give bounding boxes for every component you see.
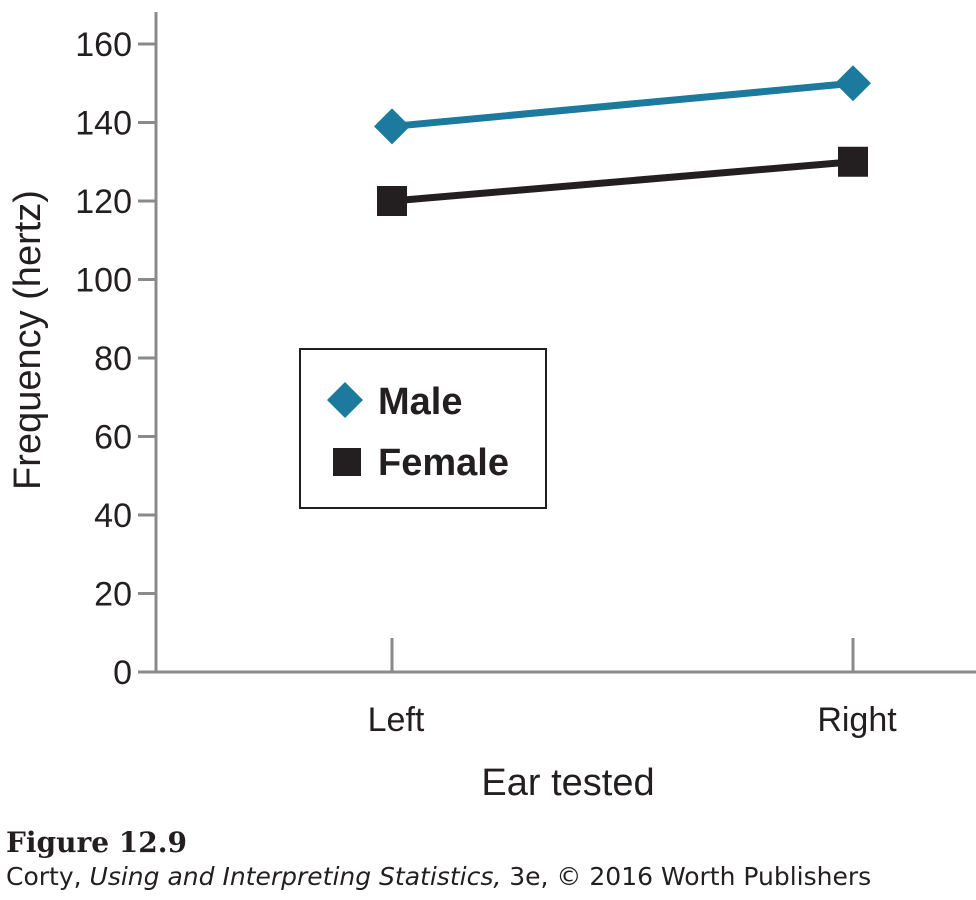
x-axis: Left Right xyxy=(138,638,976,739)
point-female-right xyxy=(838,146,868,177)
x-tick-label-right: Right xyxy=(817,701,897,739)
x-axis-title: Ear tested xyxy=(481,762,654,804)
series-line-female xyxy=(391,158,854,205)
y-tick-label-140: 140 xyxy=(75,105,132,143)
credit-author: Corty, xyxy=(6,862,82,891)
y-tick-label-100: 100 xyxy=(75,262,132,300)
y-axis-title: Frequency (hertz) xyxy=(7,190,49,490)
legend-marker-female-square xyxy=(333,448,361,476)
legend-label-female: Female xyxy=(378,442,509,484)
credit-book-title: Using and Interpreting Statistics, xyxy=(89,862,502,891)
figure-number: Figure 12.9 xyxy=(6,826,187,859)
y-tick-label-160: 160 xyxy=(75,26,132,64)
y-tick-label-0: 0 xyxy=(113,654,132,692)
y-tick-label-20: 20 xyxy=(94,576,132,614)
legend-label-male: Male xyxy=(378,381,462,423)
point-male-right xyxy=(835,65,871,102)
y-tick-label-40: 40 xyxy=(94,497,132,535)
y-tick-label-80: 80 xyxy=(94,340,132,378)
y-tick-label-120: 120 xyxy=(75,183,132,221)
series-layer xyxy=(374,65,871,216)
series-line-male xyxy=(391,79,854,130)
point-female-left xyxy=(377,186,407,216)
y-tick-label-60: 60 xyxy=(94,419,132,457)
line-chart: 0 20 40 60 80 100 120 140 160 Left Right Ear test… xyxy=(7,12,976,804)
x-tick-label-left: Left xyxy=(368,701,425,739)
credit-edition: 3e, © 2016 Worth Publishers xyxy=(509,862,872,891)
figure-credit: Corty, Using and Interpreting Statistics… xyxy=(6,862,871,891)
legend: Male Female xyxy=(299,348,547,509)
legend-marker-male-diamond xyxy=(327,382,363,418)
y-axis: 0 20 40 60 80 100 120 140 160 xyxy=(75,12,158,692)
point-male-left xyxy=(374,108,410,145)
legend-box xyxy=(299,348,547,509)
